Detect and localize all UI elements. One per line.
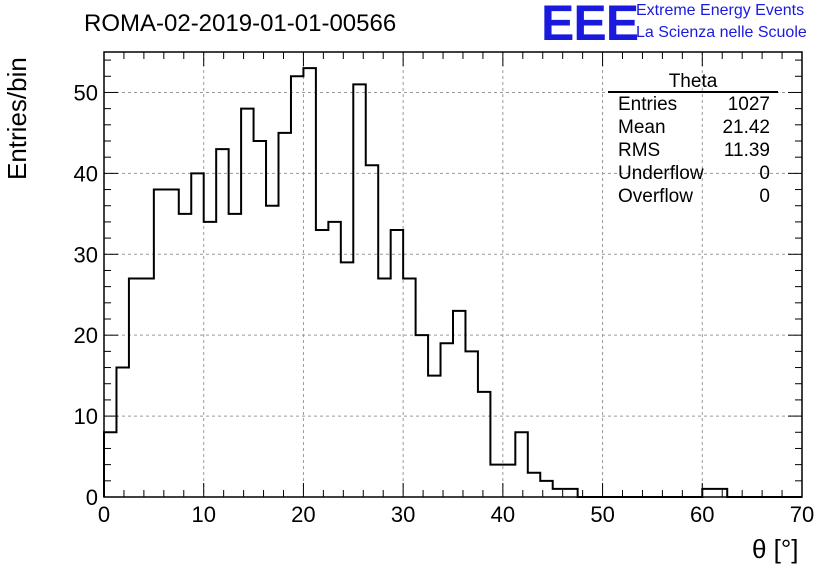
histogram-bin xyxy=(378,279,390,497)
histogram-bin xyxy=(465,351,477,497)
stats-label: RMS xyxy=(618,140,661,161)
histogram-bin xyxy=(403,279,415,497)
stats-row-entries: Entries 1027 xyxy=(608,93,778,116)
x-tick-label: 20 xyxy=(291,502,315,527)
y-tick-label: 40 xyxy=(74,161,98,186)
histogram-bin xyxy=(478,392,490,497)
histogram-series xyxy=(103,67,802,498)
x-axis-label: θ [°] xyxy=(752,534,799,564)
stats-value: 1027 xyxy=(727,94,770,115)
histogram-bin xyxy=(216,149,228,497)
histogram-bin xyxy=(104,432,116,497)
y-tick-label: 50 xyxy=(74,80,98,105)
stats-row-overflow: Overflow 0 xyxy=(608,185,778,208)
eee-logo: EEE xyxy=(541,0,639,51)
histogram-bin xyxy=(428,376,440,497)
x-tick-label: 30 xyxy=(391,502,415,527)
logo-subtitle-1: Extreme Energy Events xyxy=(636,2,805,19)
histogram-bin xyxy=(229,214,241,497)
histogram-bin xyxy=(179,214,191,497)
x-tick-label: 0 xyxy=(98,502,110,527)
x-tick-label: 50 xyxy=(590,502,614,527)
histogram-bin xyxy=(328,222,340,497)
y-tick-label: 30 xyxy=(74,242,98,267)
histogram-bin xyxy=(528,473,540,497)
stats-title: Theta xyxy=(608,70,778,93)
histogram-bin xyxy=(441,343,453,497)
chart-title: ROMA-02-2019-01-01-00566 xyxy=(84,10,397,37)
stats-label: Overflow xyxy=(618,186,693,207)
histogram-bin xyxy=(715,489,727,497)
y-tick-label: 10 xyxy=(74,404,98,429)
histogram-bin xyxy=(166,190,178,497)
histogram-bin xyxy=(391,230,403,497)
histogram-bin xyxy=(490,465,502,497)
logo-subtitle-2: La Scienza nelle Scuole xyxy=(636,24,807,41)
histogram-bin xyxy=(416,335,428,497)
stats-label: Mean xyxy=(618,117,666,138)
histogram-bin xyxy=(241,109,253,497)
stats-label: Underflow xyxy=(618,163,704,184)
histogram-bin xyxy=(366,165,378,497)
stats-value: 11.39 xyxy=(723,140,770,161)
histogram-bin xyxy=(141,279,153,497)
stats-box: Theta Entries 1027 Mean 21.42 RMS 11.39 … xyxy=(608,70,778,208)
histogram-bin xyxy=(453,311,465,497)
histogram-bin xyxy=(565,489,577,497)
x-tick-label: 10 xyxy=(191,502,215,527)
stats-value: 0 xyxy=(759,163,770,184)
stats-row-underflow: Underflow 0 xyxy=(608,162,778,185)
histogram-bin xyxy=(702,489,714,497)
histogram-bin xyxy=(503,465,515,497)
histogram-bin xyxy=(291,76,303,497)
stats-label: Entries xyxy=(618,94,678,115)
histogram-bin xyxy=(303,68,315,497)
histogram-bin xyxy=(266,206,278,497)
histogram-bin xyxy=(353,84,365,497)
plot-frame xyxy=(103,51,803,498)
stats-row-mean: Mean 21.42 xyxy=(608,116,778,139)
histogram-bin xyxy=(129,279,141,497)
histogram-bin xyxy=(254,141,266,497)
x-tick-label: 70 xyxy=(790,502,814,527)
histogram-bin xyxy=(279,133,291,497)
x-tick-label: 40 xyxy=(491,502,515,527)
histogram-bin xyxy=(191,173,203,497)
histogram-bin xyxy=(341,262,353,497)
histogram-bin xyxy=(316,230,328,497)
histogram-bin xyxy=(540,481,552,497)
histogram-bin xyxy=(204,222,216,497)
x-tick-label: 60 xyxy=(690,502,714,527)
histogram-bin xyxy=(515,432,527,497)
stats-row-rms: RMS 11.39 xyxy=(608,139,778,162)
histogram-bin xyxy=(553,489,565,497)
y-tick-label: 0 xyxy=(86,485,98,510)
stats-value: 21.42 xyxy=(722,117,770,138)
y-tick-label: 20 xyxy=(74,323,98,348)
histogram-bin xyxy=(116,368,128,497)
histogram-bin xyxy=(154,190,166,497)
stats-value: 0 xyxy=(759,186,770,207)
